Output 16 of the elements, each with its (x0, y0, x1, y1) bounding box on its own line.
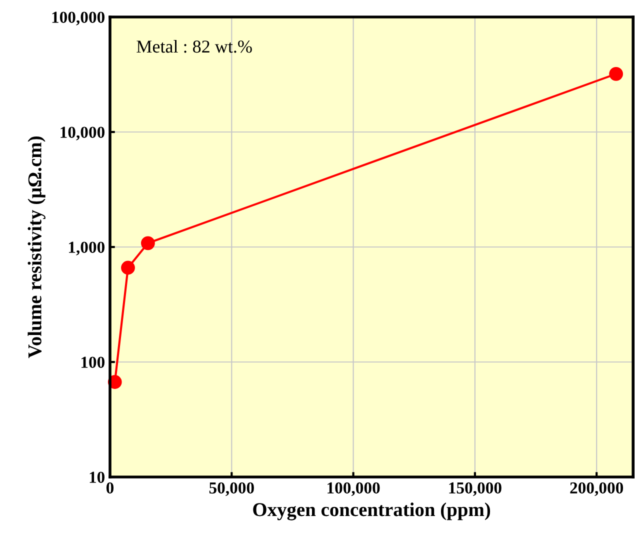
y-tick-label: 10 (90, 472, 105, 483)
y-tick-label: 100 (81, 356, 105, 368)
x-tick-label: 0 (106, 482, 114, 494)
x-tick-label: 50,000 (209, 482, 254, 496)
x-tick-label: 200,000 (570, 482, 624, 496)
point (121, 260, 135, 275)
y-axis-title: Volume resistivity (μΩ.cm) (28, 136, 46, 358)
x-tick-label: 150,000 (449, 482, 502, 496)
y-tick-label: 100,000 (52, 12, 105, 26)
annotation: Metal : 82 wt.% (136, 40, 252, 53)
x-axis-title: Oxygen concentration (ppm) (253, 502, 490, 520)
point (141, 236, 155, 250)
x-tick-label: 100,000 (328, 482, 380, 496)
y-tick-label: 1,000 (68, 242, 105, 256)
y-tick-label: 10,000 (60, 126, 105, 140)
point (609, 66, 624, 81)
